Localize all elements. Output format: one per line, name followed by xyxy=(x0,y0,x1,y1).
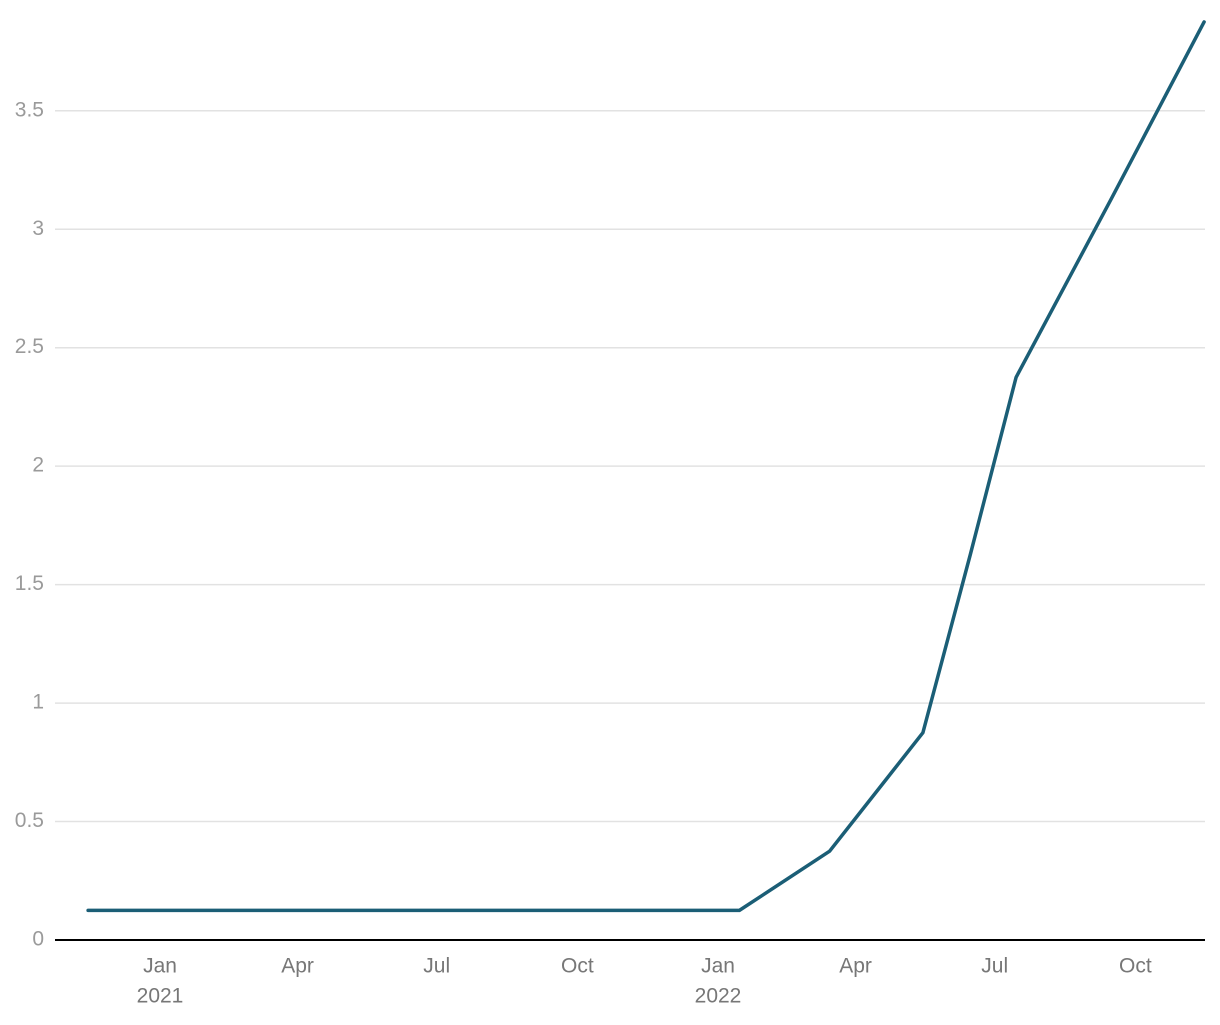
y-tick-label: 3.5 xyxy=(15,98,44,121)
x-tick-label: Oct xyxy=(1119,955,1152,978)
x-tick-label: Jul xyxy=(981,955,1008,978)
x-tick-year: 2021 xyxy=(137,985,184,1008)
y-tick-label: 0 xyxy=(32,928,44,951)
x-tick-label: Apr xyxy=(281,955,314,978)
x-tick-label: Jan xyxy=(143,955,177,978)
y-tick-label: 1 xyxy=(32,691,44,714)
x-tick-label: Oct xyxy=(561,955,594,978)
x-tick-label: Jul xyxy=(423,955,450,978)
y-tick-label: 0.5 xyxy=(15,809,44,832)
y-tick-label: 1.5 xyxy=(15,572,44,595)
data-line xyxy=(86,20,1206,913)
x-tick-label: Jan xyxy=(701,955,735,978)
y-tick-label: 2 xyxy=(32,454,44,477)
x-tick-label: Apr xyxy=(839,955,872,978)
y-tick-label: 3 xyxy=(32,217,44,240)
y-tick-label: 2.5 xyxy=(15,335,44,358)
x-tick-year: 2022 xyxy=(695,985,742,1008)
